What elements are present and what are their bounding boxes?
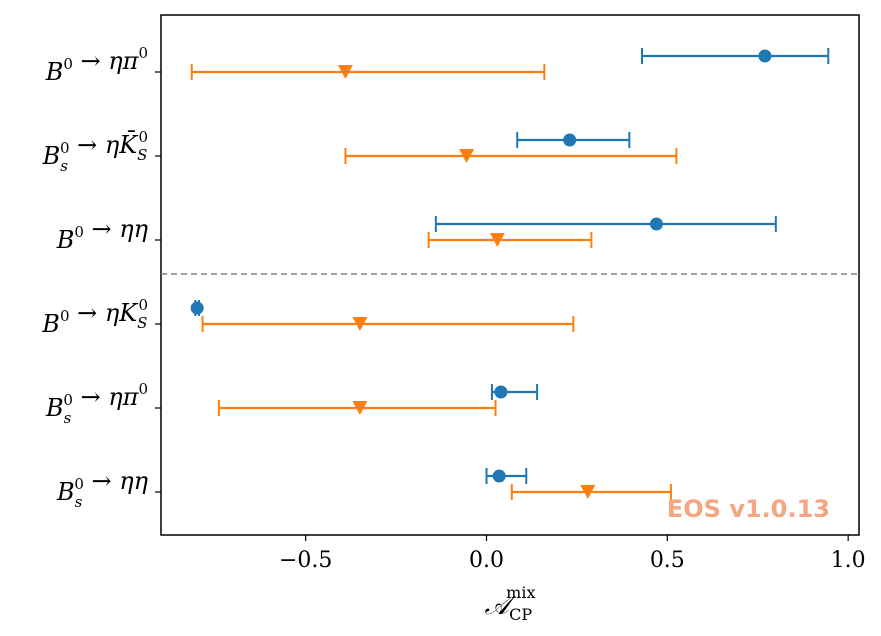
category-label: B0 → ηη <box>56 215 149 254</box>
data-point-triangle <box>459 149 475 163</box>
x-tick-label: −0.5 <box>279 548 332 573</box>
category-label: B0 → ηπ0 <box>45 44 148 86</box>
category-label: Bs0 → ηη <box>56 467 149 511</box>
data-point-triangle <box>489 233 505 247</box>
data-point-circle <box>758 49 772 63</box>
x-tick-label: 0.0 <box>469 548 504 573</box>
data-point-circle <box>563 133 577 147</box>
x-ticks: −0.5 0.0 0.5 1.0 <box>279 535 866 573</box>
plot-frame <box>160 14 860 536</box>
category-labels: B0 → ηπ0 Bs0 → ηK̄S0 B0 → ηη B0 → ηKS0 Bs0 →… <box>41 44 161 511</box>
eos-watermark: EOS v1.0.13 <box>667 495 830 523</box>
data-marks <box>190 48 830 500</box>
category-label: Bs0 → ηK̄S0 <box>42 128 148 175</box>
data-point-triangle <box>580 485 596 499</box>
x-axis-label-sup: mix <box>506 583 535 602</box>
x-axis-label: 𝒜CPmix <box>485 583 536 624</box>
data-point-circle <box>494 385 508 399</box>
data-point-triangle <box>337 65 353 79</box>
data-point-circle <box>190 301 204 315</box>
category-label: Bs0 → ηπ0 <box>45 380 148 427</box>
data-point-circle <box>492 469 506 483</box>
data-point-triangle <box>352 317 368 331</box>
data-point-triangle <box>352 401 368 415</box>
x-axis-label-sub: CP <box>509 605 532 624</box>
x-tick-label: 0.5 <box>650 548 685 573</box>
category-label: B0 → ηKS0 <box>41 296 148 338</box>
data-point-circle <box>649 217 663 231</box>
x-tick-label: 1.0 <box>831 548 866 573</box>
